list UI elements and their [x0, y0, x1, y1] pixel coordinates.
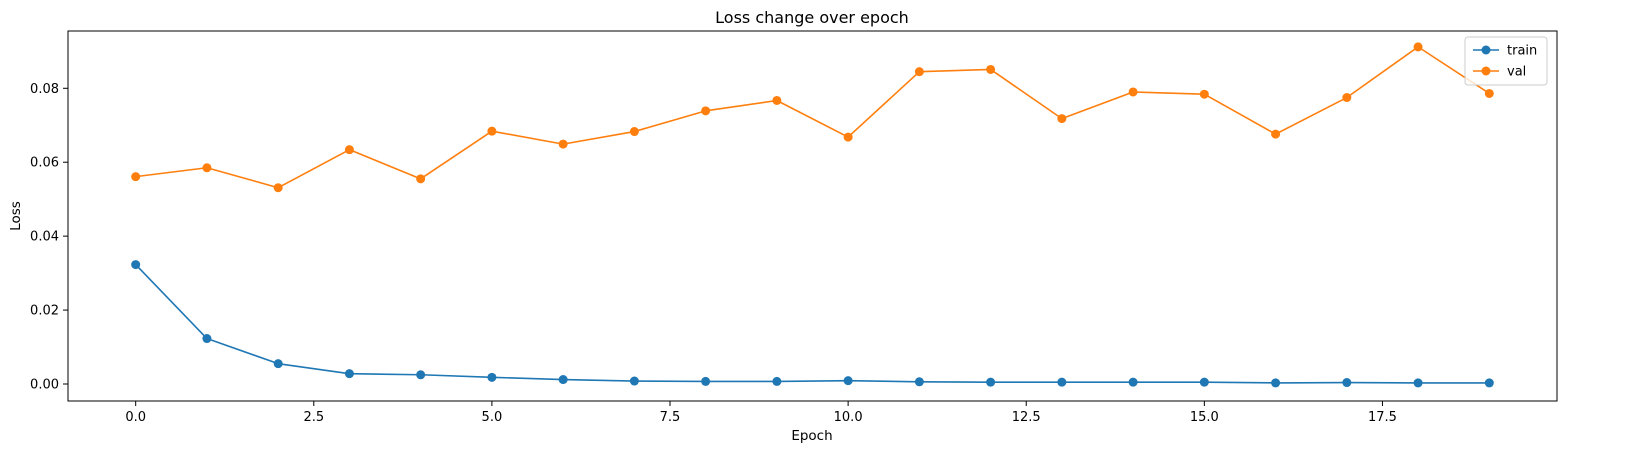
legend-label: val	[1507, 65, 1526, 80]
x-tick-label: 7.5	[660, 410, 681, 425]
data-point-val	[487, 126, 497, 136]
data-point-train	[1413, 378, 1423, 388]
data-point-train	[202, 334, 212, 344]
data-point-train	[344, 369, 354, 379]
data-point-val	[986, 64, 996, 74]
data-point-val	[1199, 89, 1209, 99]
x-tick-label: 15.0	[1190, 410, 1219, 425]
x-axis-label: Epoch	[791, 428, 832, 444]
data-point-train	[487, 372, 497, 382]
y-axis-label: Loss	[8, 201, 24, 231]
data-point-val	[202, 163, 212, 173]
y-axis: 0.00 0.02 0.04 0.06 0.08	[30, 82, 68, 392]
x-tick-label: 5.0	[482, 410, 503, 425]
y-tick-label: 0.06	[30, 156, 59, 171]
data-point-val	[558, 139, 568, 149]
data-point-val	[629, 127, 639, 137]
data-point-train	[1199, 377, 1209, 387]
data-point-val	[772, 95, 782, 105]
data-point-train	[629, 376, 639, 386]
data-point-val	[344, 145, 354, 155]
data-point-val	[1342, 93, 1352, 103]
data-point-train	[914, 377, 924, 387]
legend-label: train	[1507, 44, 1537, 59]
data-point-train	[416, 370, 426, 380]
series-val	[131, 42, 1494, 193]
data-point-train	[273, 359, 283, 369]
data-point-train	[986, 377, 996, 387]
data-point-train	[1128, 377, 1138, 387]
x-tick-label: 10.0	[834, 410, 863, 425]
legend-marker	[1481, 45, 1491, 55]
legend-entry-val: val	[1473, 65, 1526, 80]
data-point-train	[1484, 378, 1494, 388]
legend-entry-train: train	[1473, 44, 1537, 59]
legend: train val	[1464, 36, 1548, 86]
data-point-val	[273, 183, 283, 193]
data-point-train	[558, 375, 568, 385]
data-point-val	[1128, 87, 1138, 97]
series-train	[131, 260, 1494, 388]
series-line-train	[135, 264, 1490, 384]
data-point-val	[914, 67, 924, 77]
chart-title: Loss change over epoch	[715, 8, 909, 27]
series-layer	[131, 42, 1494, 388]
data-point-val	[843, 132, 853, 142]
data-point-val	[701, 106, 711, 116]
data-point-val	[1057, 114, 1067, 124]
data-point-train	[131, 260, 141, 270]
data-point-val	[416, 174, 426, 184]
x-tick-label: 12.5	[1012, 410, 1041, 425]
y-tick-label: 0.02	[30, 304, 59, 319]
plot-area-frame	[67, 30, 1558, 402]
data-point-train	[1057, 377, 1067, 387]
x-tick-label: 17.5	[1368, 410, 1397, 425]
data-point-val	[1484, 88, 1494, 98]
x-tick-label: 2.5	[303, 410, 324, 425]
data-point-val	[1271, 129, 1281, 139]
data-point-val	[1413, 42, 1423, 52]
series-line-val	[135, 46, 1490, 189]
data-point-train	[1271, 378, 1281, 388]
y-tick-label: 0.08	[30, 82, 59, 97]
data-point-val	[131, 172, 141, 182]
data-point-train	[701, 376, 711, 386]
data-point-train	[843, 376, 853, 386]
x-axis: 0.0 2.5 5.0 7.5 10.0 12.5 15.0 17.5	[125, 401, 1397, 425]
y-tick-label: 0.04	[30, 230, 59, 245]
data-point-train	[772, 376, 782, 386]
data-point-train	[1342, 378, 1352, 388]
legend-marker	[1481, 66, 1491, 76]
y-tick-label: 0.00	[30, 377, 59, 392]
x-tick-label: 0.0	[125, 410, 146, 425]
